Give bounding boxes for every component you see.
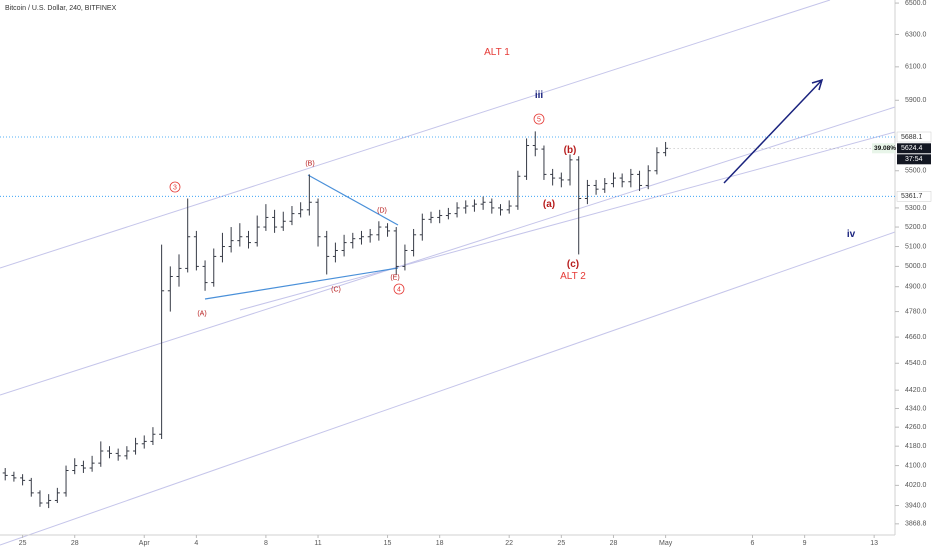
y-tick-label: 4420.0 <box>905 387 927 394</box>
y-tick-label: 4660.0 <box>905 334 927 341</box>
projection-arrow <box>723 78 824 184</box>
x-tick-label: May <box>659 540 673 547</box>
level-label-box <box>896 191 932 202</box>
last-price-box <box>897 143 931 154</box>
level-label: 5688.1 <box>901 134 923 141</box>
wave-label: (D) <box>377 207 387 214</box>
wave-label: (C) <box>331 286 341 293</box>
y-tick-label: 4260.0 <box>905 424 927 431</box>
triangle-line <box>307 174 399 226</box>
change-label: 39.08% <box>874 145 896 152</box>
y-tick-label: 6100.0 <box>905 64 927 71</box>
x-tick-label: 4 <box>194 540 198 547</box>
y-tick-label: 4020.0 <box>905 482 927 489</box>
arrow-shaft <box>723 79 823 184</box>
y-tick-label: 4540.0 <box>905 360 927 367</box>
wave-label: (b) <box>564 145 577 156</box>
wave-label: ALT 2 <box>560 271 586 282</box>
y-tick-label: 6300.0 <box>905 31 927 38</box>
x-tick-label: 15 <box>384 540 392 547</box>
x-tick-label: 28 <box>71 540 79 547</box>
channel-line <box>0 106 896 396</box>
x-tick-label: 8 <box>264 540 268 547</box>
y-tick-label: 4100.0 <box>905 462 927 469</box>
annotation-circle <box>393 283 405 295</box>
y-tick-label: 4780.0 <box>905 308 927 315</box>
wave-label: 4 <box>397 286 401 293</box>
x-tick-label: 6 <box>751 540 755 547</box>
x-tick-label: 18 <box>436 540 444 547</box>
y-tick-label: 5500.0 <box>905 168 927 175</box>
channel-lines <box>0 0 896 546</box>
x-tick-label: 11 <box>314 540 321 547</box>
wave-label: (c) <box>567 259 579 270</box>
y-tick-label: 4180.0 <box>905 443 927 450</box>
arrow-head <box>811 78 824 91</box>
y-tick-label: 6500.0 <box>905 0 927 7</box>
y-tick-label: 3940.0 <box>905 502 927 509</box>
y-tick-label: 3868.8 <box>905 521 927 528</box>
channel-line <box>239 131 896 311</box>
x-tick-label: 28 <box>610 540 618 547</box>
y-tick-label: 5000.0 <box>905 263 927 270</box>
chart-title: Bitcoin / U.S. Dollar, 240, BITFINEX <box>5 5 117 12</box>
wave-label: (B) <box>305 160 314 167</box>
wave-label: (E) <box>390 274 399 281</box>
countdown-box <box>897 154 931 165</box>
y-tick-label: 5100.0 <box>905 243 927 250</box>
level-label-box <box>896 131 932 143</box>
wave-label: 3 <box>173 184 177 191</box>
y-tick-label: 5900.0 <box>905 97 927 104</box>
channel-line <box>0 0 831 269</box>
x-tick-label: 13 <box>870 540 878 547</box>
x-tick-label: 25 <box>19 540 27 547</box>
wave-label: (a) <box>543 199 555 210</box>
y-tick-label: 5200.0 <box>905 224 927 231</box>
y-tick-label: 4900.0 <box>905 284 927 291</box>
annotation-circle <box>169 181 181 193</box>
wave-label: ALT 1 <box>484 47 510 58</box>
x-tick-label: 9 <box>803 540 807 547</box>
level-label: 5361.7 <box>901 193 923 200</box>
channel-line <box>0 231 896 546</box>
last-price-label: 5624.4 <box>901 145 923 152</box>
triangle-line <box>204 267 399 300</box>
triangle-lines <box>204 174 399 300</box>
wave-label: (A) <box>197 310 206 317</box>
wave-label: iii <box>535 90 544 101</box>
y-tick-label: 4340.0 <box>905 405 927 412</box>
x-tick-label: 22 <box>505 540 513 547</box>
wave-label: 5 <box>537 116 541 123</box>
annotation-circle <box>533 113 545 125</box>
x-tick-label: Apr <box>139 540 151 547</box>
change-box <box>872 143 895 154</box>
wave-label: iv <box>847 229 856 240</box>
x-tick-label: 25 <box>557 540 565 547</box>
countdown-label: 37:54 <box>905 156 923 163</box>
y-tick-label: 5300.0 <box>905 205 927 212</box>
